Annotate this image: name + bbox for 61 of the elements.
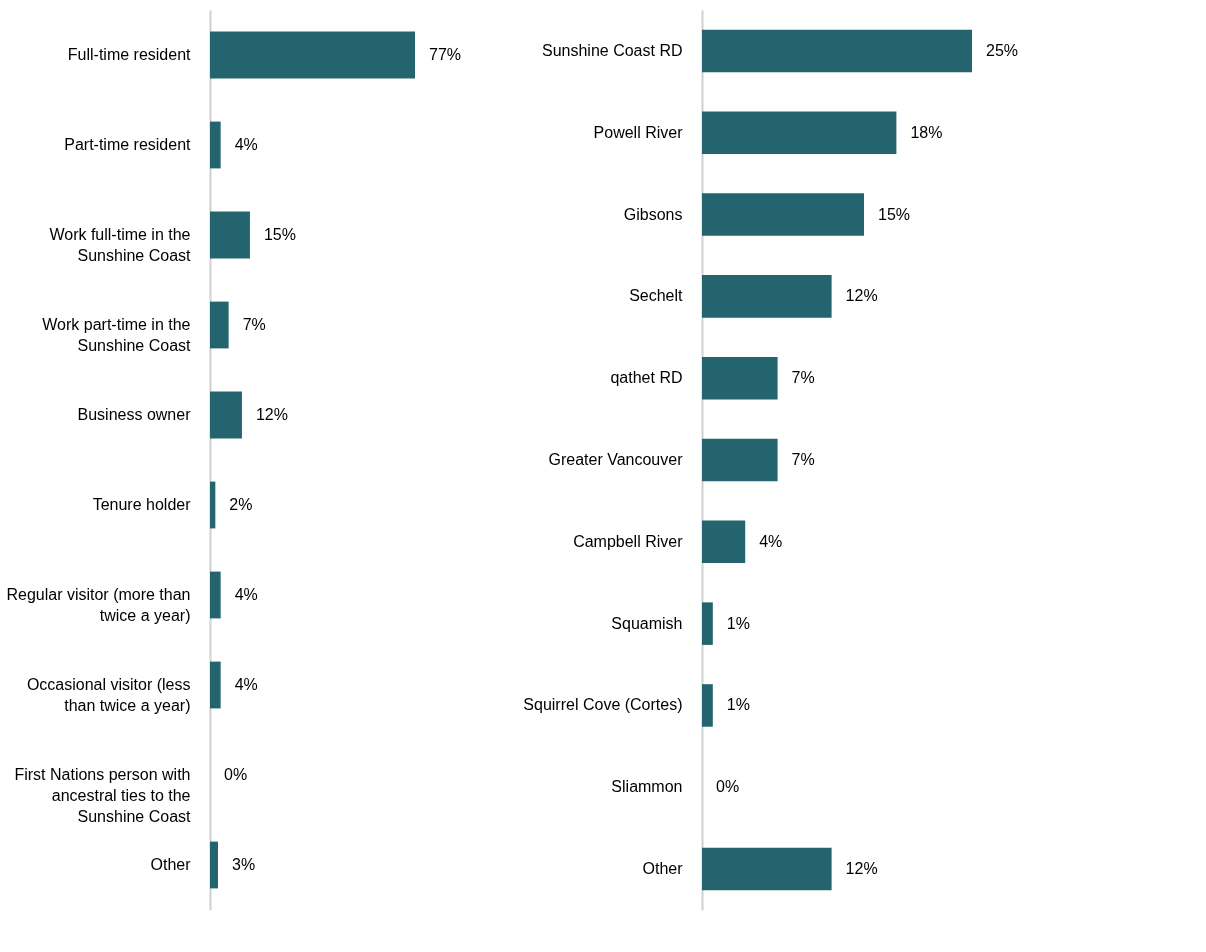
data-label: 15% xyxy=(878,205,911,223)
y-tick-label: Part-time resident xyxy=(64,136,192,153)
y-tick-label: Work full-time in the Sunshine Coast xyxy=(49,226,192,264)
y-tick-label: Other xyxy=(642,860,684,878)
bar xyxy=(702,29,972,73)
data-label: 12% xyxy=(255,406,288,423)
y-tick-label: Sunshine Coast RD xyxy=(541,41,683,59)
y-tick-label: First Nations person with ancestral ties to the Sunshine Coast xyxy=(14,766,192,825)
data-label: 7% xyxy=(791,451,815,468)
y-tick-label: Other xyxy=(150,856,192,873)
bar xyxy=(210,661,221,709)
data-label: 77% xyxy=(429,46,462,63)
data-label: 12% xyxy=(845,287,878,305)
data-label: 0% xyxy=(716,778,740,796)
data-label: 12% xyxy=(845,860,878,878)
bar xyxy=(702,520,746,564)
data-label: 3% xyxy=(231,856,256,873)
y-tick-label: Tenure holder xyxy=(92,496,192,513)
bar xyxy=(702,275,832,318)
bar xyxy=(210,481,216,529)
y-tick-label: qathet RD xyxy=(610,369,683,387)
y-tick-label: Full-time resident xyxy=(67,46,192,63)
y-tick-label: Occasional visitor (less than twice a year) xyxy=(26,676,191,714)
data-label: 7% xyxy=(242,316,266,333)
bar xyxy=(210,391,242,439)
data-label: 4% xyxy=(759,532,783,550)
y-tick-label: Business owner xyxy=(77,406,192,423)
bar xyxy=(702,193,864,236)
y-tick-label: Regular visitor (more than twice a year) xyxy=(6,586,191,624)
y-tick-label: Gibsons xyxy=(623,205,683,223)
bar xyxy=(702,111,897,154)
bar xyxy=(702,356,778,400)
data-label: 7% xyxy=(791,369,815,387)
y-tick-label: Squamish xyxy=(611,614,683,632)
bar xyxy=(702,438,778,482)
data-label: 1% xyxy=(726,614,750,632)
bar xyxy=(702,684,713,727)
bar xyxy=(702,847,832,891)
y-tick-label: Campbell River xyxy=(573,532,684,550)
bar xyxy=(210,301,229,349)
bar xyxy=(702,602,713,645)
data-label: 4% xyxy=(234,586,258,603)
bar xyxy=(210,841,218,889)
data-label: 4% xyxy=(234,136,258,153)
y-tick-label: Greater Vancouver xyxy=(548,451,684,468)
y-tick-label: Sliammon xyxy=(611,778,683,796)
y-tick-label: Work part-time in the Sunshine Coast xyxy=(42,316,192,354)
data-label: 2% xyxy=(229,496,253,513)
bar xyxy=(210,571,221,619)
data-label: 1% xyxy=(726,696,750,714)
bar xyxy=(210,211,250,259)
y-tick-label: Sechelt xyxy=(629,287,684,305)
data-label: 0% xyxy=(224,766,248,783)
bar xyxy=(210,121,221,169)
bar xyxy=(210,31,415,79)
data-label: 18% xyxy=(910,123,943,141)
data-label: 4% xyxy=(234,676,258,693)
y-tick-label: Squirrel Cove (Cortes) xyxy=(523,696,683,714)
data-label: 15% xyxy=(263,226,296,243)
data-label: 25% xyxy=(986,41,1019,59)
y-tick-label: Powell River xyxy=(593,123,684,141)
